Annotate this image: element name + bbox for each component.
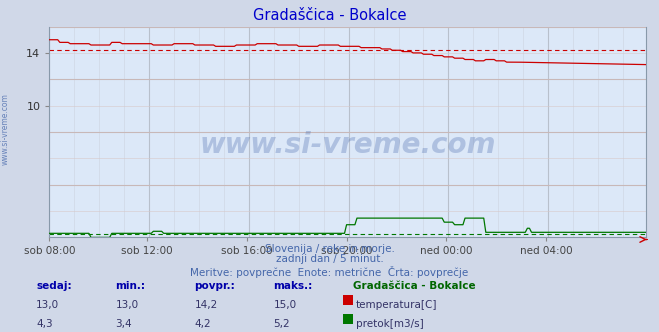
Text: Slovenija / reke in morje.: Slovenija / reke in morje. xyxy=(264,244,395,254)
Text: 13,0: 13,0 xyxy=(36,300,59,310)
Text: 13,0: 13,0 xyxy=(115,300,138,310)
Text: 14,2: 14,2 xyxy=(194,300,217,310)
Text: 15,0: 15,0 xyxy=(273,300,297,310)
Text: 4,2: 4,2 xyxy=(194,319,211,329)
Text: 5,2: 5,2 xyxy=(273,319,290,329)
Text: sedaj:: sedaj: xyxy=(36,281,72,290)
Text: povpr.:: povpr.: xyxy=(194,281,235,290)
Text: maks.:: maks.: xyxy=(273,281,313,290)
Text: pretok[m3/s]: pretok[m3/s] xyxy=(356,319,424,329)
Text: 4,3: 4,3 xyxy=(36,319,53,329)
Text: Meritve: povprečne  Enote: metrične  Črta: povprečje: Meritve: povprečne Enote: metrične Črta:… xyxy=(190,266,469,278)
Text: Gradaščica - Bokalce: Gradaščica - Bokalce xyxy=(353,281,475,290)
Text: zadnji dan / 5 minut.: zadnji dan / 5 minut. xyxy=(275,254,384,264)
Text: Gradaščica - Bokalce: Gradaščica - Bokalce xyxy=(253,8,406,23)
Text: temperatura[C]: temperatura[C] xyxy=(356,300,438,310)
Text: 3,4: 3,4 xyxy=(115,319,132,329)
Text: min.:: min.: xyxy=(115,281,146,290)
Text: www.si-vreme.com: www.si-vreme.com xyxy=(1,94,10,165)
Text: www.si-vreme.com: www.si-vreme.com xyxy=(200,130,496,159)
